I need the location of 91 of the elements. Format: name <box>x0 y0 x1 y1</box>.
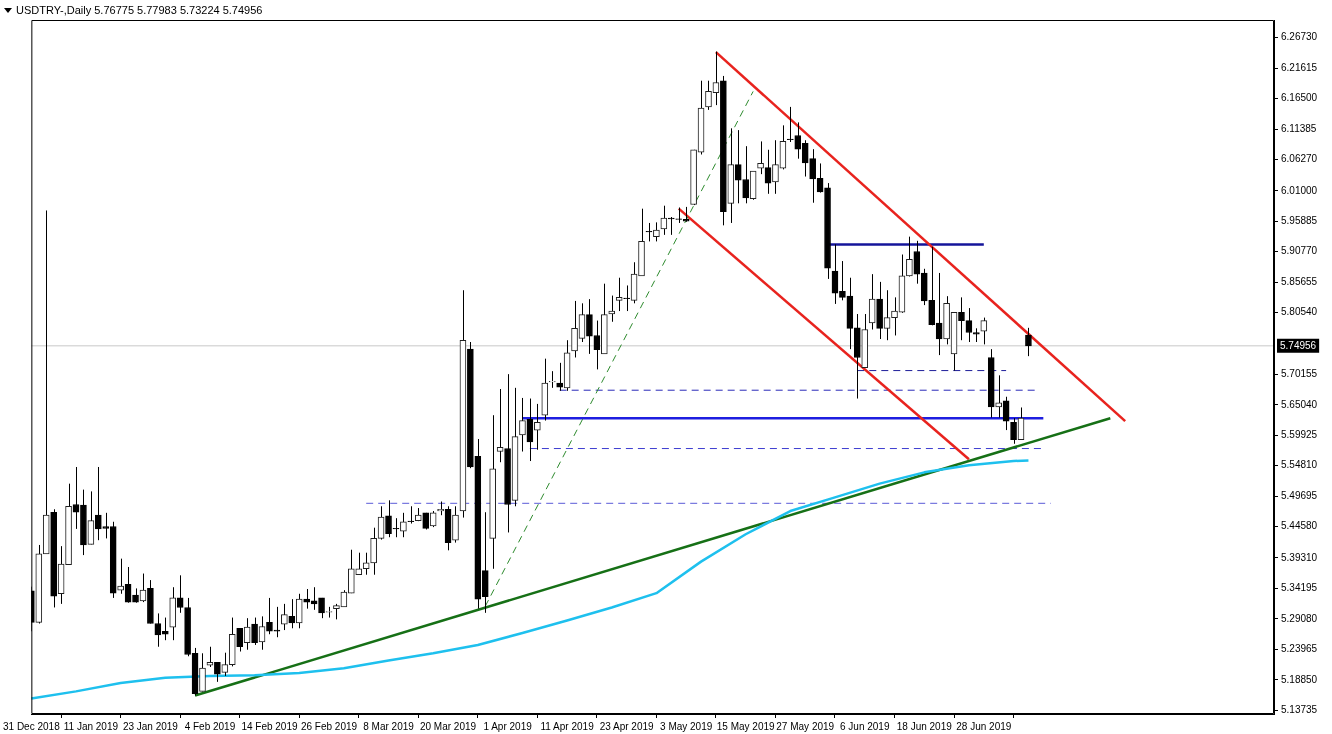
candlestick <box>906 236 913 278</box>
candlestick <box>281 603 288 631</box>
candlestick <box>645 222 653 242</box>
candlestick <box>266 597 273 635</box>
candlestick <box>548 370 556 389</box>
candlestick <box>667 216 675 236</box>
candlestick <box>362 552 370 576</box>
y-tick-label: 5.80540 <box>1281 306 1318 318</box>
candlestick <box>273 606 281 638</box>
candlestick <box>868 273 876 330</box>
y-tick-label: 5.18850 <box>1281 673 1318 685</box>
y-tick-label: 5.29080 <box>1281 612 1318 624</box>
candlestick <box>452 505 459 544</box>
candlestick <box>355 552 363 576</box>
candlestick <box>407 505 415 525</box>
candlestick <box>772 139 779 195</box>
x-tick-label: 1 Apr 2019 <box>483 720 533 732</box>
candlestick <box>839 260 846 301</box>
x-tick-label: 27 May 2019 <box>776 720 835 732</box>
candlestick <box>288 598 296 629</box>
y-tick-label: 5.90770 <box>1281 245 1318 257</box>
candlestick <box>1010 417 1017 445</box>
x-tick-label: 28 Jun 2019 <box>956 720 1012 732</box>
candlestick <box>586 298 593 355</box>
y-tick-label: 5.59925 <box>1281 429 1318 441</box>
y-tick-label: 6.16500 <box>1281 92 1318 104</box>
y-tick-label: 5.65040 <box>1281 398 1318 410</box>
x-tick-label: 6 Jun 2019 <box>840 720 890 732</box>
y-tick-label: 5.49695 <box>1281 489 1318 501</box>
x-tick-label: 3 May 2019 <box>660 720 713 732</box>
y-tick-label: 5.54810 <box>1281 459 1318 471</box>
y-tick-label: 5.95885 <box>1281 215 1318 227</box>
x-tick-label: 8 Mar 2019 <box>363 720 415 732</box>
candlestick <box>94 466 102 541</box>
y-tick-label: 5.44580 <box>1281 520 1318 532</box>
candlestick <box>556 362 563 392</box>
y-tick-label: 5.70155 <box>1281 368 1318 380</box>
candlestick <box>251 617 258 646</box>
candlestick <box>809 148 816 204</box>
candlestick <box>236 627 244 652</box>
candlestick <box>400 512 407 538</box>
candlestick <box>623 284 630 312</box>
candlestick <box>757 140 764 175</box>
candlestick <box>392 517 400 538</box>
x-tick-label: 18 Jun 2019 <box>896 720 953 732</box>
candlestick <box>206 646 214 668</box>
candlestick <box>787 106 794 143</box>
candlestick <box>571 300 578 358</box>
y-tick-label: 6.01000 <box>1281 184 1318 196</box>
x-tick-label: 20 Mar 2019 <box>419 720 477 732</box>
y-tick-label: 5.34195 <box>1281 582 1318 594</box>
candlestick <box>117 558 124 595</box>
x-tick-label: 31 Dec 2018 <box>3 720 61 732</box>
candlestick <box>72 466 80 530</box>
candlestick <box>705 80 712 111</box>
y-tick-label: 6.06270 <box>1281 153 1318 165</box>
candlestick <box>883 289 891 341</box>
candlestick <box>958 296 965 341</box>
candlestick <box>965 307 973 343</box>
chart-title: USDTRY-,Daily 5.76775 5.77983 5.73224 5.74956 <box>16 4 263 16</box>
x-tick-label: 23 Jan 2019 <box>122 720 179 732</box>
x-tick-label: 15 May 2019 <box>716 720 776 732</box>
candlestick <box>1025 327 1032 357</box>
y-tick-label: 6.21615 <box>1281 61 1318 73</box>
x-tick-label: 4 Feb 2019 <box>184 720 236 732</box>
candlestick <box>176 574 184 614</box>
x-tick-label: 23 Apr 2019 <box>599 720 655 732</box>
x-tick-label: 11 Apr 2019 <box>540 720 595 732</box>
candlestick <box>221 652 229 677</box>
y-tick-label: 5.39310 <box>1281 551 1318 563</box>
candlestick <box>734 129 742 204</box>
candlestick <box>891 296 898 336</box>
candlestick <box>653 221 660 242</box>
candlestick <box>742 145 750 204</box>
candlestick <box>534 403 541 451</box>
candlestick <box>385 499 392 538</box>
candlestick <box>214 661 221 683</box>
x-tick-label: 26 Feb 2019 <box>300 720 358 732</box>
ref-line-label: 5.74956 <box>1280 339 1317 351</box>
x-tick-label: 14 Feb 2019 <box>241 720 298 732</box>
candlestick <box>615 277 623 312</box>
candlestick <box>370 527 377 576</box>
x-tick-label: 11 Jan 2019 <box>63 720 119 732</box>
y-tick-label: 5.23965 <box>1281 643 1318 655</box>
y-tick-label: 6.11385 <box>1281 122 1317 134</box>
candlestick <box>496 388 504 463</box>
y-tick-label: 6.26730 <box>1281 31 1318 43</box>
y-tick-label: 5.85655 <box>1281 275 1318 287</box>
candlestick <box>519 397 526 453</box>
y-tick-label: 5.13735 <box>1281 703 1318 715</box>
candlestick <box>980 317 988 345</box>
